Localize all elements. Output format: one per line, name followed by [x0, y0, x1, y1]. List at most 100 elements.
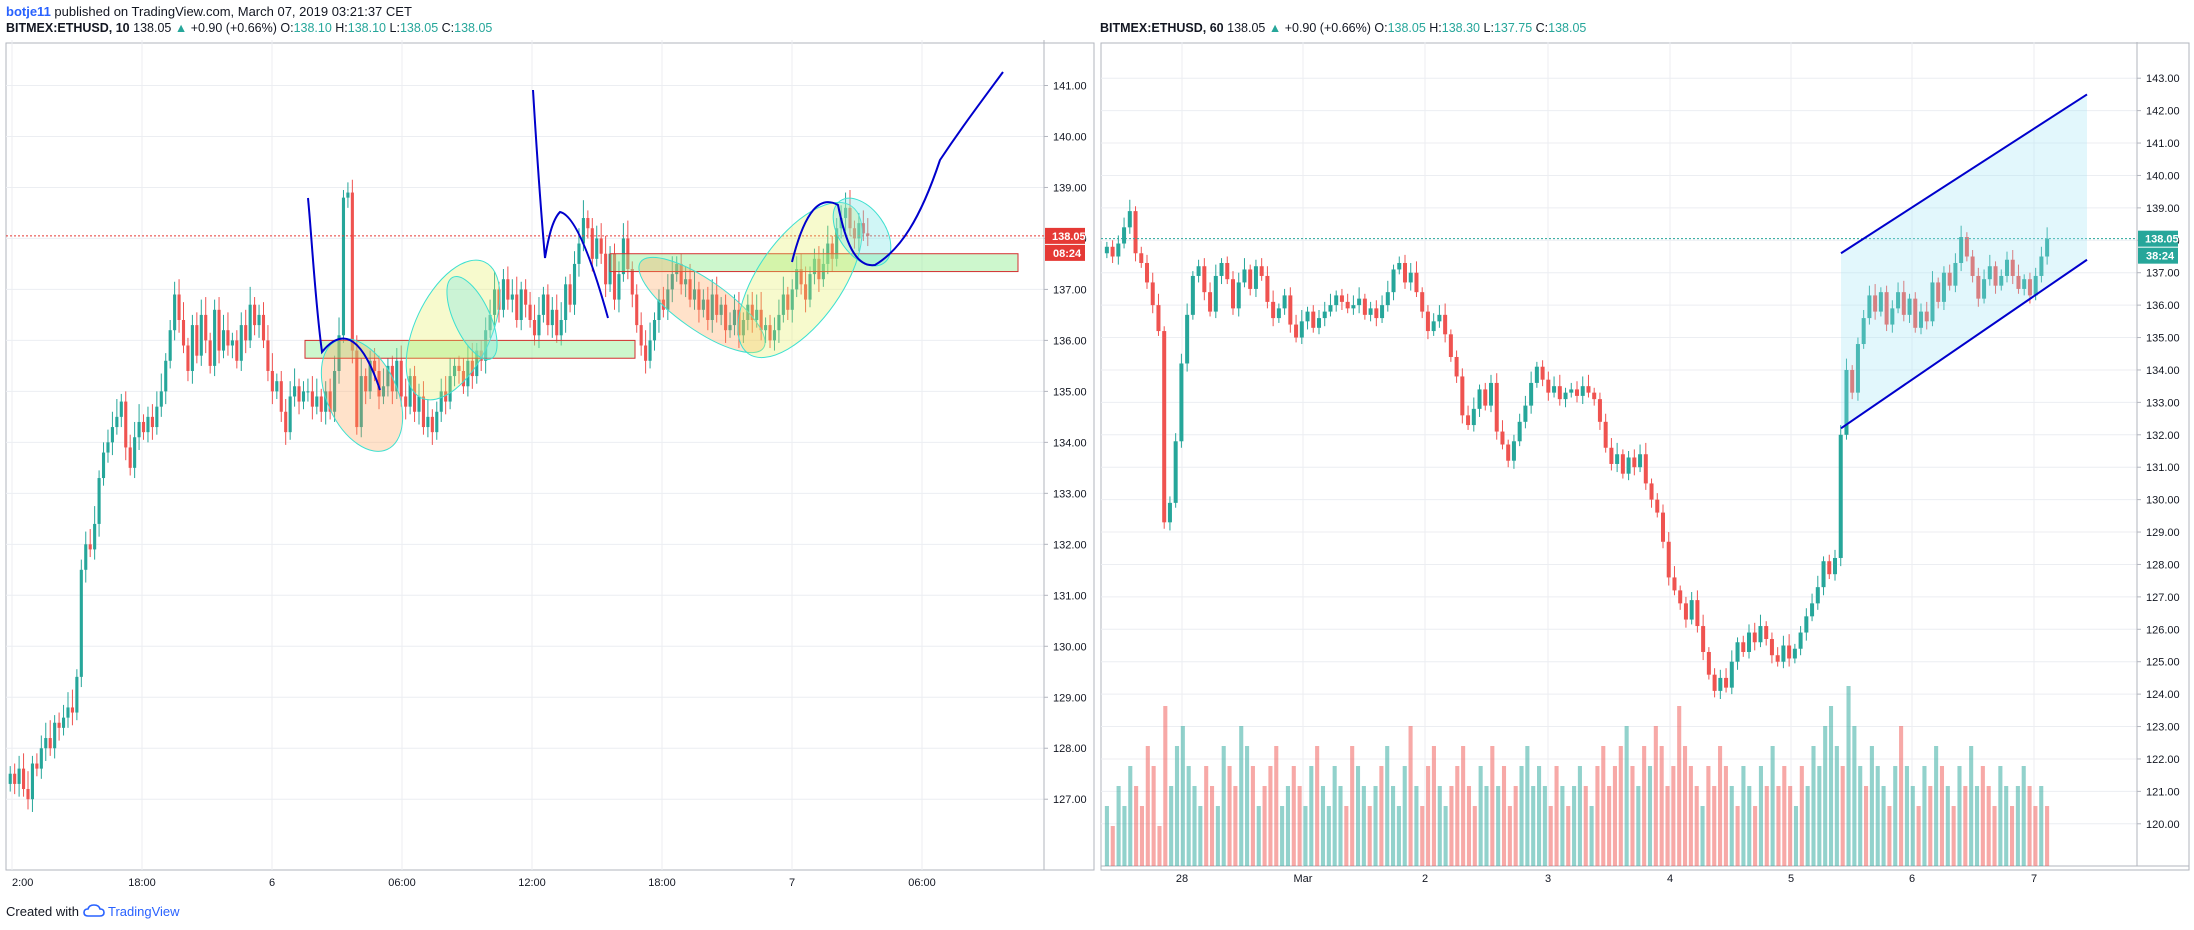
candle-body: [115, 416, 119, 428]
volume-bar: [1945, 786, 1950, 866]
candle-body: [444, 391, 448, 402]
candle-body: [1316, 318, 1322, 328]
volume-bar: [1612, 766, 1618, 866]
candle-body: [297, 386, 301, 402]
y-tick-label: 136.00: [1053, 335, 1087, 347]
volume-bar: [1747, 786, 1752, 866]
candle-body: [728, 325, 732, 331]
candle-body: [737, 309, 741, 336]
pane-2-h-label: H:: [1429, 21, 1442, 35]
candle-body: [866, 233, 870, 236]
volume-bar: [1315, 746, 1320, 866]
candle-body: [1483, 389, 1488, 406]
candle-body: [1775, 655, 1780, 662]
candle-body: [1821, 561, 1826, 588]
candle-body: [186, 345, 190, 371]
countdown-tag-label: 38:24: [2146, 251, 2175, 263]
channel-fill: [1841, 94, 2087, 429]
author-link[interactable]: botje11: [6, 4, 51, 19]
candle-body: [1712, 674, 1717, 691]
volume-bar: [1823, 726, 1828, 866]
candle-body: [1580, 386, 1585, 396]
candle-body: [1918, 311, 1924, 328]
y-tick-label: 131.00: [1053, 590, 1087, 602]
volume-bar: [1560, 786, 1565, 866]
candle-body: [1511, 441, 1516, 461]
volume-bar: [1385, 746, 1390, 866]
projection-curve-2: [532, 89, 609, 319]
candle-body: [195, 325, 199, 356]
candle-body: [1540, 366, 1545, 380]
candle-body: [1896, 292, 1901, 309]
x-tick-label: 6: [269, 877, 275, 889]
candle-body: [506, 279, 510, 300]
candle-body: [1179, 363, 1184, 442]
candle-body: [479, 350, 483, 361]
tradingview-link[interactable]: TradingView: [108, 904, 180, 919]
ellipse-highlight-5: [737, 201, 863, 359]
candle-body: [1999, 275, 2004, 286]
candle-body: [1104, 246, 1109, 254]
volume-bar: [1887, 806, 1892, 866]
candle-body: [413, 376, 417, 412]
volume-bar: [1758, 766, 1763, 866]
candle-body: [1345, 301, 1350, 309]
volume-bar: [1268, 766, 1273, 866]
volume-bar: [2027, 786, 2032, 866]
candle-body: [1666, 541, 1671, 578]
candle-body: [519, 289, 523, 320]
candle-body: [266, 340, 270, 371]
pane-1-c-label: C:: [441, 21, 455, 35]
y-tick-label: 133.00: [1053, 488, 1087, 500]
candle-body: [1506, 444, 1511, 461]
volume-bar: [1414, 786, 1419, 866]
candle-body: [590, 228, 594, 259]
candle-body: [1924, 311, 1929, 322]
candle-body: [732, 309, 737, 326]
y-tick-label: 127.00: [2146, 592, 2180, 604]
pane-1-last: 138.05: [133, 21, 172, 35]
y-tick-label: 141.00: [2146, 138, 2180, 150]
volume-bar: [1636, 786, 1641, 866]
volume-bar: [1466, 786, 1472, 866]
ellipse-highlight-4: [638, 256, 766, 354]
candle-body: [35, 763, 39, 769]
pane-1-h-label: H:: [335, 21, 348, 35]
volume-bar: [1326, 806, 1331, 866]
volume-bar: [1355, 766, 1361, 866]
candle-body: [1913, 298, 1918, 328]
candle-body: [510, 294, 514, 300]
volume-bar: [1274, 746, 1279, 866]
candle-body: [404, 396, 408, 407]
volume-bar: [1671, 766, 1676, 866]
pane-2-symbol[interactable]: BITMEX:ETHUSD, 60: [1100, 21, 1224, 35]
candle-body: [1815, 587, 1820, 604]
candle-body: [1643, 454, 1648, 484]
volume-bar: [1116, 786, 1121, 866]
volume-bar: [1753, 806, 1758, 866]
candle-body: [168, 330, 172, 361]
footer: Created with TradingView: [6, 904, 180, 919]
candle-body: [1689, 600, 1694, 620]
candle-body: [755, 309, 759, 320]
candle-body: [1443, 314, 1448, 335]
candle-body: [213, 309, 217, 366]
x-tick-label: 18:00: [648, 877, 676, 889]
volume-bar: [1583, 786, 1588, 866]
candle-body: [1878, 292, 1883, 312]
candle-body: [1156, 305, 1161, 332]
candle-body: [621, 238, 625, 275]
pane-1-symbol[interactable]: BITMEX:ETHUSD, 10: [6, 21, 130, 35]
candle-body: [706, 299, 710, 320]
y-tick-label: 130.00: [1053, 641, 1087, 653]
candle-body: [1448, 334, 1453, 357]
volume-bar: [1332, 766, 1337, 866]
candle-body: [452, 365, 457, 377]
candle-body: [17, 768, 21, 784]
candle-body: [279, 381, 283, 412]
volume-bar: [1840, 766, 1845, 866]
x-tick-label: 5: [1788, 873, 1794, 885]
candle-body: [310, 391, 314, 407]
volume-bar: [1718, 746, 1723, 866]
